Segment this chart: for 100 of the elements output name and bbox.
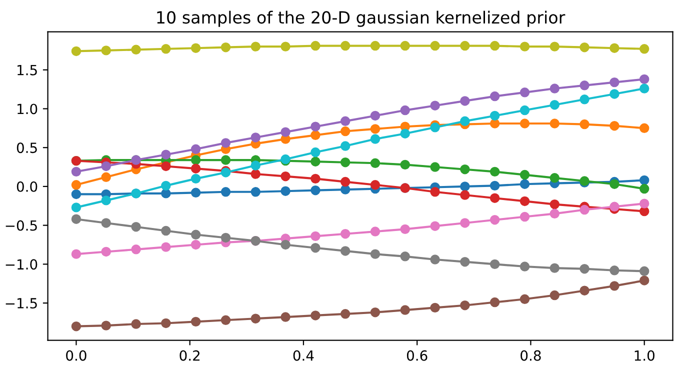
point [550,199,560,210]
point [490,40,500,51]
point [490,118,500,128]
point [639,276,650,286]
point [550,290,560,300]
point [430,122,440,132]
point [460,256,470,267]
point [101,320,111,330]
point [310,310,320,320]
point [71,166,82,177]
y-tick-label: 1.0 [18,104,38,114]
point [190,43,201,53]
point [340,126,350,136]
point [161,150,171,160]
point [340,309,350,319]
point [550,84,560,94]
point [190,316,201,327]
point [280,42,290,52]
y-tick-label: −0.5 [6,220,37,231]
point [340,176,350,187]
point [340,158,350,168]
point [460,300,470,310]
point [490,215,500,225]
point [430,162,440,172]
y-tick-label: 1.5 [18,65,37,76]
point [220,138,231,148]
y-tick-label: 0.0 [16,181,38,192]
x-tick-label: 0.2 [180,350,200,361]
point [250,187,260,197]
point [131,44,141,55]
point [520,294,530,304]
x-tick-label: 0.6 [406,350,428,361]
point [610,179,620,189]
point [400,160,410,170]
point [370,158,380,168]
point [490,166,500,177]
point [71,180,82,190]
point [430,100,440,110]
point [220,232,231,243]
point [190,164,201,174]
point [190,155,201,165]
point [310,130,320,140]
point [580,42,590,52]
point [400,252,410,262]
point [370,180,380,190]
point [340,229,350,239]
point [71,214,82,224]
point [340,116,350,126]
point [520,196,530,206]
point [310,242,320,253]
point [580,94,590,104]
point [490,180,500,191]
point [310,147,320,158]
point [280,240,290,250]
point [639,184,650,194]
point [490,297,500,308]
point [161,161,171,172]
point [280,127,290,137]
point [161,44,171,54]
point [131,319,141,329]
point [610,120,620,131]
point [370,249,380,259]
point [101,161,111,172]
point [280,312,290,322]
point [161,318,171,328]
point [250,132,260,142]
point [490,110,500,121]
point [430,187,440,197]
point [71,189,82,200]
point [550,173,560,183]
point [520,212,530,222]
point [131,244,141,254]
point [430,254,440,264]
point [400,305,410,315]
point [250,169,260,179]
point [639,84,650,94]
point [610,202,620,212]
point [580,119,590,130]
point [280,186,290,196]
point [310,40,320,51]
point [580,264,590,274]
point [310,185,320,196]
point [190,230,201,240]
point [460,40,470,51]
point [310,156,320,166]
point [639,206,650,216]
point [190,240,201,250]
point [280,171,290,182]
x-tick-label: 0.0 [66,350,86,361]
point [490,91,500,102]
point [639,266,650,276]
point [580,80,590,90]
point [101,172,111,182]
point [520,105,530,116]
point [71,202,82,212]
point [220,42,231,52]
point [610,89,620,99]
point [580,286,590,296]
point [161,242,171,252]
point [161,180,171,191]
